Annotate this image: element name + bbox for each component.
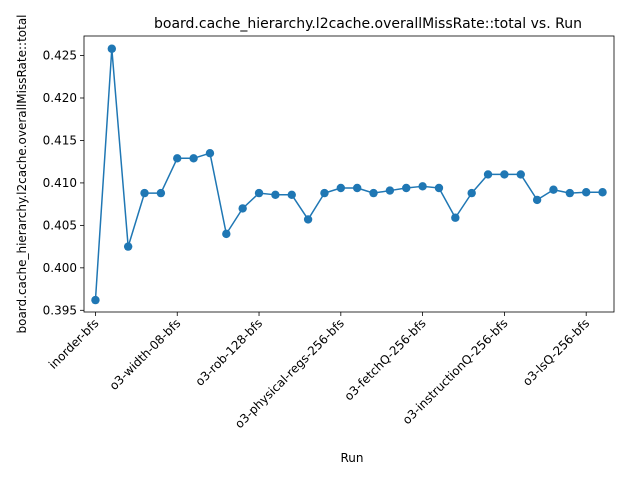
data-point [254, 188, 264, 198]
data-point [238, 204, 247, 213]
data-point [581, 188, 591, 197]
x-tick-label: o3-fetchQ-256-bfs [342, 316, 429, 403]
data-point [532, 195, 542, 205]
data-point [91, 295, 100, 305]
data-point [123, 242, 133, 251]
data-point [189, 154, 198, 163]
data-point [385, 186, 395, 195]
y-tick-label: 0.420 [43, 91, 77, 105]
data-point [402, 183, 411, 193]
y-tick-label: 0.425 [43, 49, 77, 63]
plot-area [84, 36, 614, 312]
plot-layer [91, 44, 607, 305]
x-axis: inorder-bfs o3-width-08-bfs o3-rob-128-bfs… [46, 312, 592, 431]
data-point [140, 188, 149, 198]
y-axis-label: board.cache_hierarchy.l2cache.overallMis… [15, 14, 29, 333]
data-point [598, 188, 607, 197]
plot-frame [83, 35, 615, 313]
x-tick-label: o3-lsQ-256-bfs [520, 316, 592, 388]
y-tick-label: 0.395 [43, 303, 77, 317]
data-point [516, 170, 525, 179]
data-point [336, 183, 346, 193]
data-point [303, 215, 313, 224]
data-point [205, 148, 215, 158]
data-point [369, 188, 378, 198]
data-point [107, 44, 117, 53]
chart-title: board.cache_hierarchy.l2cache.overallMis… [154, 16, 582, 32]
data-point [418, 182, 427, 191]
data-point [173, 154, 182, 163]
x-tick-label: o3-width-08-bfs [107, 316, 184, 393]
x-tick-label: inorder-bfs [46, 316, 102, 372]
x-tick-label: o3-rob-128-bfs [193, 316, 266, 389]
data-point [451, 213, 460, 222]
data-point [467, 188, 476, 198]
data-point [287, 190, 296, 200]
data-point [500, 170, 509, 179]
data-point [352, 183, 362, 193]
data-point [434, 183, 444, 193]
x-axis-label: Run [340, 451, 363, 465]
y-axis: 0.395 0.400 0.405 0.410 0.415 0.420 0.425 [43, 49, 84, 317]
data-point [156, 188, 166, 198]
data-point [549, 185, 558, 194]
data-point [222, 229, 231, 239]
y-tick-label: 0.405 [43, 218, 77, 232]
y-tick-label: 0.410 [43, 176, 77, 190]
data-point [565, 188, 575, 198]
y-tick-label: 0.400 [43, 261, 77, 275]
y-tick-label: 0.415 [43, 133, 77, 147]
data-point [271, 190, 280, 200]
data-point [320, 188, 329, 198]
data-point [483, 170, 493, 179]
